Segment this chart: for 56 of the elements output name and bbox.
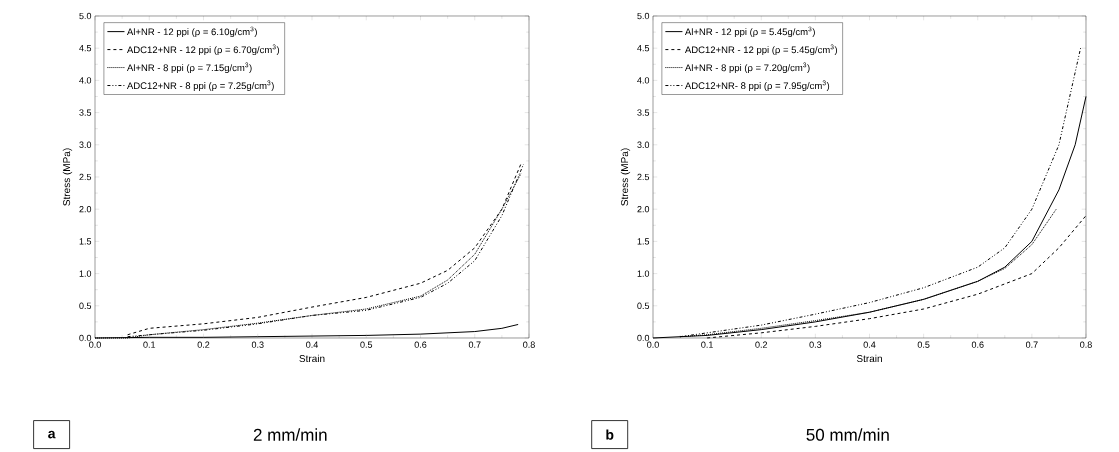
y-tick-label: 0.5 [637,302,650,309]
y-tick-label: 3.0 [637,141,650,148]
x-tick-label: 0.1 [701,341,713,348]
x-tick-label: 0.8 [523,341,535,348]
y-tick-label: 4.5 [79,45,92,52]
legend-label: ADC12+NR - 12 ppi (ρ = 5.45g/cm$^{3}$) [684,44,838,56]
y-tick-label: 4.5 [637,45,650,52]
y-tick-label: 0.0 [637,334,650,342]
y-tick-label: 2.5 [637,173,650,181]
x-axis-title: Strain [299,354,325,363]
x-tick-label: 0.2 [197,341,210,348]
x-tick-label: 0.5 [360,341,373,348]
y-tick-label: 5.0 [637,12,650,20]
x-axis-title: Strain [856,354,882,363]
y-tick-label: 1.0 [637,270,650,277]
x-tick-label: 0.6 [971,341,984,348]
y-tick-label: 3.0 [79,141,92,148]
y-tick-label: 2.0 [637,206,650,213]
legend-label: Al+NR - 12 ppi (ρ = 5.45g/cm$^{3}$) [684,26,815,38]
y-tick-label: 1.0 [79,270,92,277]
text: 2 mm/min [253,428,327,441]
y-tick-label: 3.5 [79,109,92,116]
y-axis-title: Stress (MPa) [620,148,631,206]
y-tick-label: 4.0 [637,77,650,84]
x-tick-label: 0.4 [306,341,318,348]
text: 50 mm/min [806,428,889,441]
legend-label: ADC12+NR- 8 ppi (ρ = 7.95g/cm$^{3}$) [684,80,830,91]
y-tick-label: 1.5 [79,238,92,245]
legend-label: Al+NR - 8 ppi (ρ = 7.15g/cm$^{3}$) [126,62,252,74]
legend-label: Al+NR - 8 ppi (ρ = 7.20g/cm$^{3}$) [684,62,810,74]
x-tick-label: 0.2 [755,341,768,348]
x-tick-label: 0.8 [1080,341,1092,348]
x-tick-label: 0.6 [414,341,427,348]
text: b [606,429,614,440]
y-axis-title: Stress (MPa) [62,148,73,206]
x-tick-label: 0.4 [863,341,876,348]
x-tick-label: 0.0 [647,341,659,348]
x-tick-label: 0.7 [1025,341,1038,348]
y-tick-label: 2.0 [79,206,92,213]
x-tick-label: 0.0 [89,341,101,348]
legend-label: Al+NR - 12 ppi (ρ = 6.10g/cm$^{3}$) [126,26,257,38]
y-tick-label: 1.5 [637,238,650,245]
x-tick-label: 0.3 [251,341,264,348]
y-tick-label: 5.0 [79,12,92,20]
text: a [48,430,56,439]
y-tick-label: 3.5 [637,109,650,116]
x-tick-label: 0.7 [468,341,481,348]
y-tick-label: 4.0 [79,77,92,84]
y-tick-label: 0.0 [79,334,92,342]
legend-label: ADC12+NR - 12 ppi (ρ = 6.70g/cm$^{3}$) [126,44,280,56]
legend-label: ADC12+NR - 8 ppi (ρ = 7.25g/cm$^{3}$) [126,80,274,91]
x-tick-label: 0.1 [143,341,156,348]
y-tick-label: 0.5 [79,302,92,309]
x-tick-label: 0.3 [809,341,822,348]
x-tick-label: 0.5 [917,341,930,348]
y-tick-label: 2.5 [79,173,92,181]
